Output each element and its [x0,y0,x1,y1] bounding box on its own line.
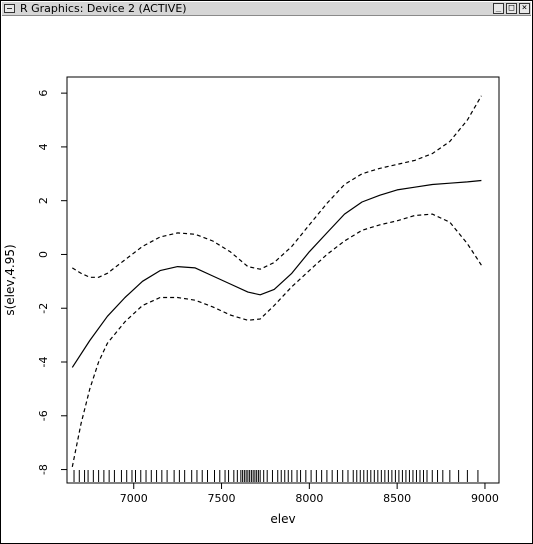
y-tick-label: -2 [37,303,50,314]
title-bar[interactable]: R Graphics: Device 2 (ACTIVE) _ □ × [2,2,531,16]
plot-area: -8 -6 -4 -2 0 2 4 6 7000 7500 8000 8500 9000 elev s… [3,76,500,526]
upper-ci-line [71,95,482,278]
close-button[interactable]: × [519,3,530,14]
minimize-button[interactable]: _ [493,3,504,14]
plot-frame [66,76,500,484]
x-tick-label: 7500 [208,492,236,505]
x-axis-label: elev [270,512,295,526]
x-tick-label: 7000 [120,492,148,505]
y-tick-label: 4 [37,143,50,150]
smooth-fit-line [71,179,482,368]
y-tick-label: -8 [37,464,50,475]
maximize-button[interactable]: □ [506,3,517,14]
rug-marks [73,470,479,482]
window-title: R Graphics: Device 2 (ACTIVE) [20,2,187,15]
y-axis-label: s(elev,4.95) [3,244,17,315]
lower-ci-line [71,213,482,468]
y-tick-label: -4 [37,357,50,368]
y-tick-label: 2 [37,197,50,204]
y-axis: -8 -6 -4 -2 0 2 4 6 [37,90,67,475]
series-lines [71,95,482,468]
x-tick-label: 8500 [383,492,411,505]
y-tick-label: 0 [37,251,50,258]
y-tick-label: -6 [37,410,50,421]
window-menu-icon[interactable] [4,4,15,13]
x-axis: 7000 7500 8000 8500 9000 [120,483,499,505]
x-tick-label: 9000 [471,492,499,505]
x-tick-label: 8000 [295,492,323,505]
y-tick-label: 6 [37,90,50,97]
